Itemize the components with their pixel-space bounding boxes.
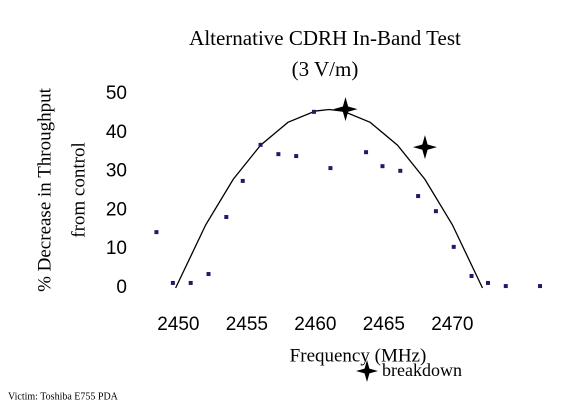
x-tick-label: 2455 [226, 314, 268, 335]
y-tick-label: 0 [116, 277, 127, 298]
y-tick-label: 20 [106, 199, 127, 220]
breakdown-marker [412, 135, 437, 160]
y-axis-label: from control [68, 142, 89, 238]
x-tick-label: 2460 [294, 314, 336, 335]
data-point [485, 280, 490, 285]
legend-label: breakdown [382, 360, 462, 380]
data-point [538, 284, 543, 289]
data-point [240, 178, 245, 183]
data-point [503, 284, 508, 289]
trend-curve [175, 108, 484, 289]
y-axis-label: % Decrease in Throughput [34, 87, 55, 292]
data-point [294, 154, 299, 159]
y-tick-label: 10 [106, 238, 127, 259]
data-point [188, 280, 193, 285]
data-point [380, 164, 385, 169]
data-point [416, 194, 421, 199]
data-point [276, 152, 281, 157]
x-tick-label: 2470 [431, 314, 473, 335]
data-point [170, 280, 175, 285]
data-point [364, 150, 369, 155]
chart-subtitle: (3 V/m) [292, 57, 359, 81]
data-point [328, 166, 333, 171]
data-point [433, 209, 438, 214]
y-tick-label: 30 [106, 161, 127, 182]
chart-title: Alternative CDRH In-Band Test [189, 26, 461, 50]
data-point [258, 142, 263, 147]
data-point [469, 273, 474, 278]
data-point [154, 230, 159, 235]
footnote: Victim: Toshiba E755 PDA [8, 391, 119, 402]
breakdown-marker [333, 97, 358, 122]
y-tick-label: 50 [106, 83, 127, 104]
data-point [398, 168, 403, 173]
y-tick-label: 40 [106, 122, 127, 143]
x-tick-label: 2450 [157, 314, 199, 335]
data-point [206, 272, 211, 277]
x-tick-label: 2465 [363, 314, 405, 335]
x-axis-label: Frequency (MHz) [290, 345, 427, 366]
data-point [311, 109, 316, 114]
data-point [451, 244, 456, 249]
data-point [224, 214, 229, 219]
legend-marker [356, 360, 378, 382]
